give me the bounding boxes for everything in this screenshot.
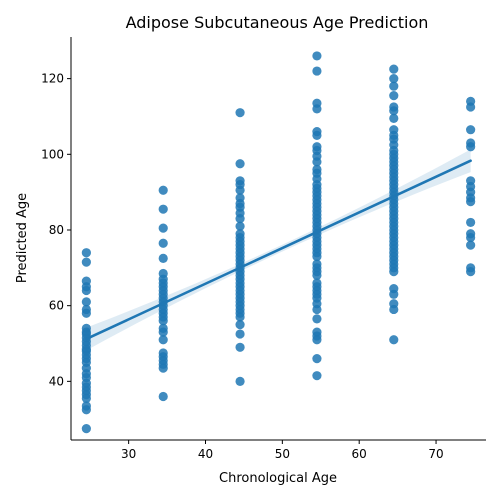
data-point [389,106,399,116]
data-point [235,319,245,330]
data-point [389,304,399,315]
x-axis-label: Chronological Age [219,471,337,486]
data-point [466,217,476,228]
x-tick-label: 50 [275,447,290,461]
data-point [81,405,91,415]
data-point [235,376,245,386]
data-point [312,354,322,364]
data-point [466,197,476,207]
data-point [81,248,91,258]
data-point [235,312,245,322]
data-point [81,297,91,307]
data-point [158,204,168,214]
data-point [389,74,399,84]
data-point [158,335,168,345]
x-tick-label: 70 [428,447,443,461]
data-point [466,102,476,112]
regression-line [85,159,472,341]
data-point [158,327,168,337]
data-point [389,91,399,101]
y-axis-label: Predicted Age [15,193,30,283]
y-tick-label: 80 [49,223,64,237]
data-point [235,159,245,169]
data-point [312,335,322,345]
data-point [389,267,399,277]
data-point [81,424,91,434]
data-point [466,142,476,152]
data-point [389,289,399,299]
y-axis-ticks: 40 60 80 100 120 [41,72,71,388]
data-point [312,304,322,315]
data-point [235,108,245,118]
data-point [466,240,476,250]
x-tick-label: 60 [352,447,367,461]
data-point [389,81,399,91]
data-point [312,104,322,114]
data-point [235,329,245,339]
y-tick-label: 120 [41,72,64,86]
data-point [389,335,399,345]
data-point [312,157,322,167]
data-point [389,113,399,123]
data-point [81,285,91,296]
y-tick-label: 40 [49,374,64,388]
data-point [312,66,322,76]
x-axis-ticks: 30 40 50 60 70 [121,440,444,461]
data-point [158,316,168,326]
data-point [235,214,245,224]
data-point [466,232,476,243]
data-point [235,185,245,195]
data-point [389,64,399,74]
data-point [312,130,322,140]
data-point [81,308,91,318]
x-tick-label: 40 [198,447,213,461]
x-tick-label: 30 [121,447,136,461]
y-tick-label: 100 [41,147,64,161]
data-point [158,253,168,263]
chart-title: Adipose Subcutaneous Age Prediction [126,13,429,32]
data-point [81,393,91,403]
data-point [235,342,245,352]
data-point [81,257,91,267]
data-points-layer [81,51,476,434]
data-point [158,363,168,373]
data-point [158,223,168,233]
data-point [158,391,168,402]
data-point [466,125,476,135]
data-point [158,238,168,248]
regression-line-layer [85,159,472,341]
data-point [312,314,322,324]
data-point [312,371,322,381]
data-point [312,251,322,262]
data-point [158,185,168,195]
data-point [312,51,322,61]
data-point [235,221,245,231]
data-point [466,267,476,277]
y-tick-label: 60 [49,299,64,313]
data-point [312,270,322,280]
